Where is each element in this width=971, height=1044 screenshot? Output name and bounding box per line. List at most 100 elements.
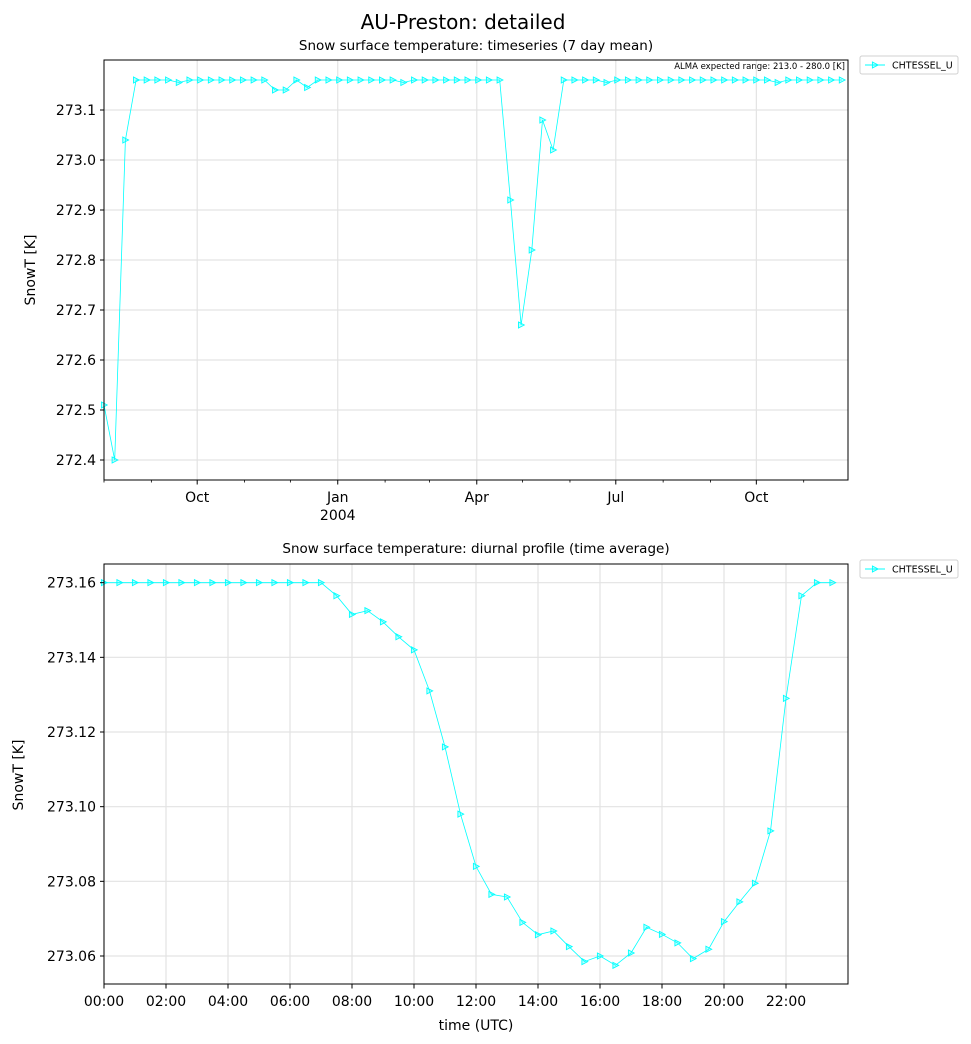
diurnal-legend-label: CHTESSEL_U bbox=[892, 565, 953, 576]
diurnal-xtick-label: 18:00 bbox=[642, 994, 682, 1010]
diurnal-ytick-label: 273.14 bbox=[47, 650, 96, 666]
timeseries-data-point bbox=[774, 78, 782, 87]
diurnal-data-point bbox=[550, 927, 558, 935]
timeseries-data-point bbox=[218, 76, 226, 84]
diurnal-data-point bbox=[720, 917, 729, 926]
timeseries-data-point bbox=[186, 76, 194, 84]
timeseries-data-point bbox=[678, 76, 686, 84]
timeseries-data-point bbox=[667, 76, 675, 84]
timeseries-data-point bbox=[582, 76, 590, 84]
timeseries-ytick-label: 273.1 bbox=[56, 103, 96, 119]
diurnal-ytick-label: 273.10 bbox=[47, 800, 96, 816]
diurnal-series-line bbox=[104, 582, 833, 966]
diurnal-data-point bbox=[364, 606, 372, 615]
timeseries-ytick-label: 272.8 bbox=[56, 253, 96, 269]
timeseries-data-point bbox=[635, 76, 643, 84]
alma-range-annotation: ALMA expected range: 213.0 - 280.0 [K] bbox=[674, 62, 845, 72]
diurnal-data-point bbox=[441, 743, 450, 751]
diurnal-legend-box bbox=[859, 559, 959, 579]
diurnal-data-point bbox=[534, 930, 543, 939]
timeseries-data-point bbox=[239, 76, 248, 84]
timeseries-data-point bbox=[378, 76, 387, 84]
diurnal-data-point bbox=[581, 957, 589, 966]
timeseries-xtick-sublabel: 2004 bbox=[320, 508, 356, 524]
diurnal-data-point bbox=[736, 898, 744, 906]
timeseries-data-point bbox=[207, 76, 216, 84]
diurnal-data-point bbox=[147, 578, 155, 587]
timeseries-data-point bbox=[229, 76, 237, 84]
timeseries-data-point bbox=[133, 76, 141, 84]
diurnal-ylabel: SnowT [K] bbox=[11, 740, 27, 811]
timeseries-data-point bbox=[550, 146, 558, 154]
timeseries-data-point bbox=[197, 76, 205, 84]
diurnal-data-point bbox=[658, 930, 667, 939]
timeseries-data-point bbox=[603, 78, 611, 87]
timeseries-data-point bbox=[828, 76, 836, 84]
timeseries-data-point bbox=[453, 76, 462, 84]
timeseries-data-point bbox=[293, 76, 301, 84]
timeseries-data-point bbox=[389, 76, 397, 84]
diurnal-data-point bbox=[348, 610, 357, 619]
diurnal-data-point bbox=[333, 591, 341, 600]
timeseries-ytick-label: 272.7 bbox=[56, 303, 96, 319]
diurnal-legend-marker bbox=[871, 565, 880, 573]
diurnal-data-point bbox=[255, 578, 264, 587]
diurnal-data-point bbox=[767, 827, 775, 835]
timeseries-data-point bbox=[368, 76, 376, 84]
diurnal-data-point bbox=[395, 633, 403, 641]
diurnal-data-point bbox=[286, 578, 295, 587]
timeseries-data-point bbox=[432, 76, 440, 84]
diurnal-title: Snow surface temperature: diurnal profil… bbox=[282, 541, 669, 557]
diurnal-data-point bbox=[565, 942, 574, 951]
timeseries-data-point bbox=[742, 76, 750, 84]
timeseries-data-point bbox=[304, 83, 312, 92]
diurnal-data-point bbox=[782, 694, 791, 703]
diurnal-ytick-label: 273.16 bbox=[47, 576, 96, 592]
diurnal-xtick-label: 16:00 bbox=[580, 994, 620, 1010]
diurnal-panel: Snow surface temperature: diurnal profil… bbox=[11, 541, 959, 1034]
timeseries-data-point bbox=[571, 76, 579, 84]
timeseries-data-point bbox=[614, 76, 622, 84]
diurnal-data-point bbox=[674, 939, 682, 947]
diurnal-data-point bbox=[689, 954, 698, 963]
diurnal-xtick-label: 00:00 bbox=[84, 994, 124, 1010]
timeseries-xtick-label: Jul bbox=[606, 490, 624, 506]
timeseries-legend-box bbox=[859, 55, 959, 75]
diurnal-data-point bbox=[503, 893, 512, 901]
timeseries-data-point bbox=[165, 76, 173, 84]
diurnal-data-point bbox=[193, 578, 202, 587]
diurnal-data-point bbox=[751, 879, 760, 887]
diurnal-data-point bbox=[178, 578, 186, 587]
diurnal-xtick-label: 04:00 bbox=[208, 994, 248, 1010]
diurnal-data-point bbox=[240, 578, 248, 587]
timeseries-data-point bbox=[272, 86, 280, 94]
diurnal-xtick-label: 06:00 bbox=[270, 994, 310, 1010]
diurnal-data-point bbox=[209, 578, 217, 587]
diurnal-data-point bbox=[131, 578, 140, 587]
timeseries-ytick-label: 272.6 bbox=[56, 353, 96, 369]
timeseries-data-point bbox=[336, 76, 344, 84]
diurnal-data-point bbox=[612, 961, 620, 970]
timeseries-data-point bbox=[592, 76, 601, 84]
diurnal-data-point bbox=[379, 618, 388, 626]
timeseries-legend-label: CHTESSEL_U bbox=[892, 61, 953, 72]
timeseries-data-point bbox=[111, 456, 119, 464]
diurnal-data-point bbox=[116, 578, 124, 587]
timeseries-ylabel: SnowT [K] bbox=[23, 235, 39, 306]
timeseries-data-point bbox=[496, 76, 504, 84]
diurnal-data-point bbox=[302, 578, 310, 587]
timeseries-data-point bbox=[175, 78, 184, 87]
diurnal-ytick-label: 273.12 bbox=[47, 725, 96, 741]
timeseries-data-point bbox=[261, 76, 269, 84]
timeseries-panel: Snow surface temperature: timeseries (7 … bbox=[23, 38, 959, 524]
timeseries-plot-frame bbox=[103, 59, 849, 481]
timeseries-data-point bbox=[122, 136, 130, 144]
timeseries-xtick-label: Apr bbox=[465, 490, 489, 506]
diurnal-data-point bbox=[162, 578, 171, 587]
diurnal-data-point bbox=[519, 918, 527, 927]
timeseries-data-point bbox=[411, 76, 419, 84]
timeseries-data-point bbox=[154, 76, 162, 84]
diurnal-data-point bbox=[643, 923, 651, 931]
timeseries-data-point bbox=[314, 76, 323, 84]
